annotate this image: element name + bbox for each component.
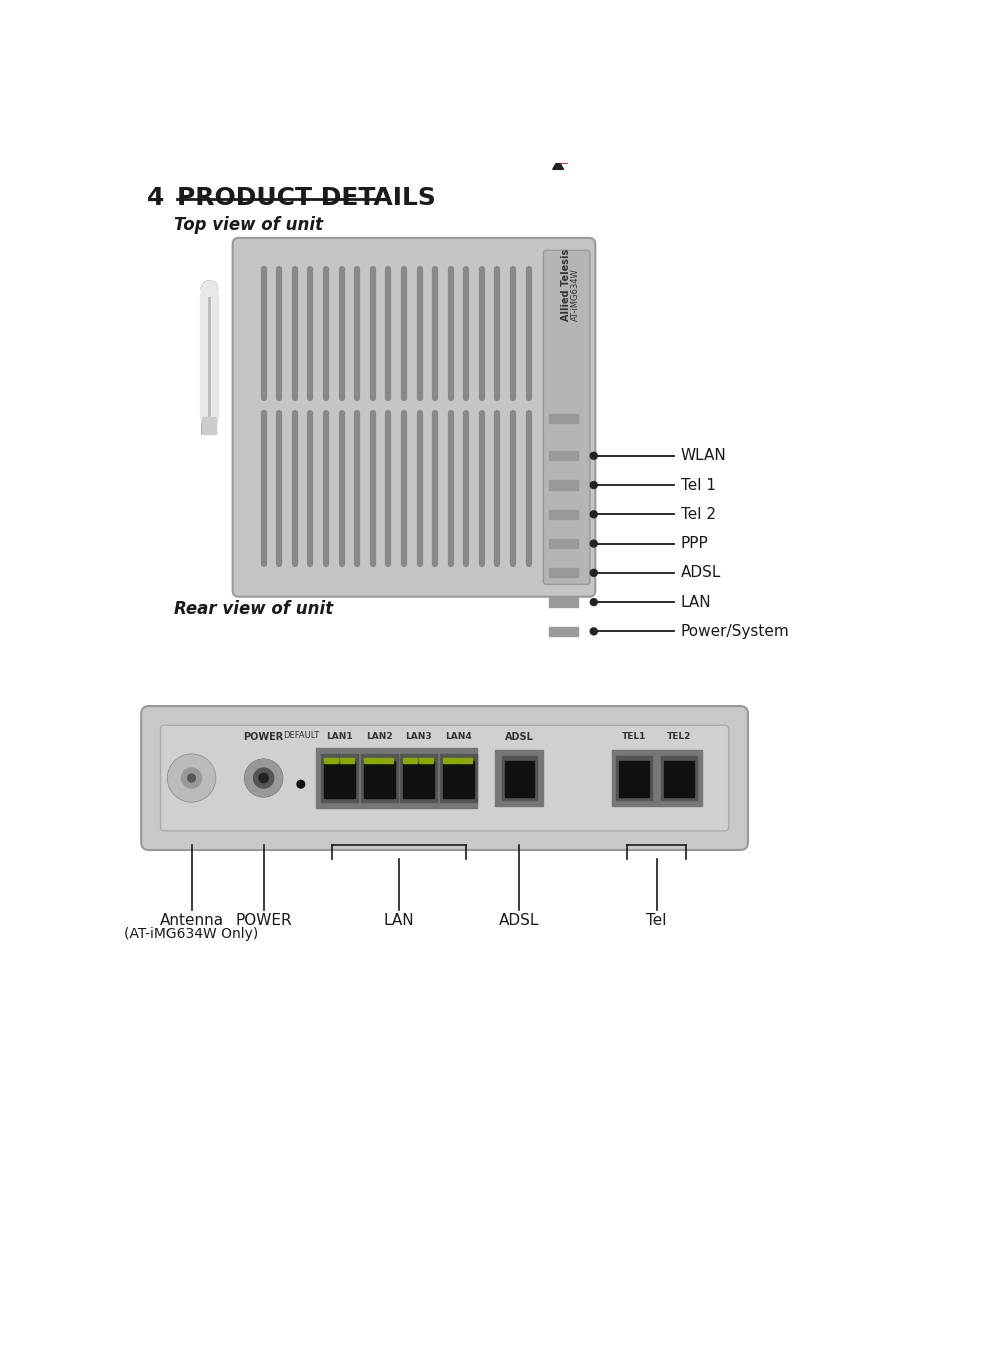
FancyBboxPatch shape: [141, 706, 748, 850]
FancyBboxPatch shape: [543, 250, 590, 585]
Bar: [363, 758, 377, 763]
FancyBboxPatch shape: [161, 725, 729, 831]
Bar: [620, 762, 648, 797]
Bar: [549, 627, 578, 636]
Text: (AT-iMG634W Only): (AT-iMG634W Only): [124, 928, 258, 941]
Bar: [549, 539, 578, 548]
Bar: [379, 758, 393, 763]
Circle shape: [188, 774, 196, 782]
Circle shape: [253, 768, 274, 787]
Circle shape: [590, 453, 597, 460]
Text: PPP: PPP: [680, 536, 708, 551]
Bar: [549, 452, 578, 461]
Text: Rear view of unit: Rear view of unit: [175, 600, 334, 617]
Circle shape: [259, 774, 268, 782]
Text: LAN4: LAN4: [445, 732, 472, 741]
Text: Tel 2: Tel 2: [680, 507, 716, 522]
Bar: [443, 762, 474, 798]
Bar: [440, 755, 477, 802]
Circle shape: [297, 781, 305, 787]
Bar: [419, 758, 433, 763]
Bar: [549, 597, 578, 607]
Text: LAN1: LAN1: [327, 732, 353, 741]
Text: AT-iMG634W: AT-iMG634W: [571, 268, 580, 321]
Bar: [549, 510, 578, 520]
Text: Power/System: Power/System: [680, 624, 789, 639]
Circle shape: [182, 768, 202, 787]
Text: POWER: POWER: [235, 913, 292, 928]
Text: Antenna: Antenna: [160, 913, 223, 928]
Text: Top view of unit: Top view of unit: [175, 215, 324, 234]
Text: LAN3: LAN3: [405, 732, 432, 741]
Circle shape: [590, 570, 597, 577]
Bar: [443, 758, 457, 763]
Circle shape: [202, 282, 217, 296]
Text: ADSL: ADSL: [504, 732, 534, 743]
Bar: [403, 762, 434, 798]
Bar: [324, 758, 338, 763]
Circle shape: [590, 540, 597, 547]
Circle shape: [590, 511, 597, 518]
Circle shape: [168, 755, 214, 801]
Text: ADSL: ADSL: [499, 913, 539, 928]
Polygon shape: [556, 154, 567, 163]
Bar: [321, 755, 358, 802]
Bar: [501, 756, 537, 801]
Circle shape: [590, 481, 597, 488]
Text: ADSL: ADSL: [680, 566, 721, 581]
Bar: [403, 758, 417, 763]
Bar: [203, 418, 216, 434]
Bar: [504, 762, 534, 797]
Text: LAN: LAN: [383, 913, 414, 928]
Bar: [617, 756, 651, 801]
Circle shape: [590, 598, 597, 605]
Bar: [661, 756, 697, 801]
Text: Tel: Tel: [646, 913, 667, 928]
Bar: [340, 758, 354, 763]
Bar: [400, 755, 437, 802]
Circle shape: [245, 760, 282, 797]
Bar: [664, 762, 694, 797]
Bar: [203, 418, 216, 434]
Bar: [549, 480, 578, 490]
Bar: [496, 751, 543, 805]
Bar: [324, 762, 355, 798]
Circle shape: [590, 628, 597, 635]
Bar: [549, 415, 578, 423]
Polygon shape: [553, 160, 564, 170]
Bar: [360, 755, 398, 802]
Text: Tel 1: Tel 1: [680, 477, 716, 492]
Text: LAN: LAN: [680, 594, 711, 609]
Bar: [458, 758, 472, 763]
Text: Allied Telesis: Allied Telesis: [561, 249, 571, 321]
Text: PRODUCT DETAILS: PRODUCT DETAILS: [177, 186, 436, 211]
Bar: [317, 748, 477, 808]
Bar: [549, 568, 578, 578]
FancyBboxPatch shape: [232, 238, 596, 597]
Text: POWER: POWER: [243, 732, 284, 743]
Bar: [612, 751, 701, 805]
Text: TEL1: TEL1: [622, 732, 646, 741]
Text: DEFAULT: DEFAULT: [283, 730, 319, 740]
Bar: [363, 762, 394, 798]
Text: TEL2: TEL2: [667, 732, 691, 741]
Text: 4: 4: [147, 186, 165, 211]
Text: WLAN: WLAN: [680, 449, 726, 464]
Text: LAN2: LAN2: [365, 732, 392, 741]
